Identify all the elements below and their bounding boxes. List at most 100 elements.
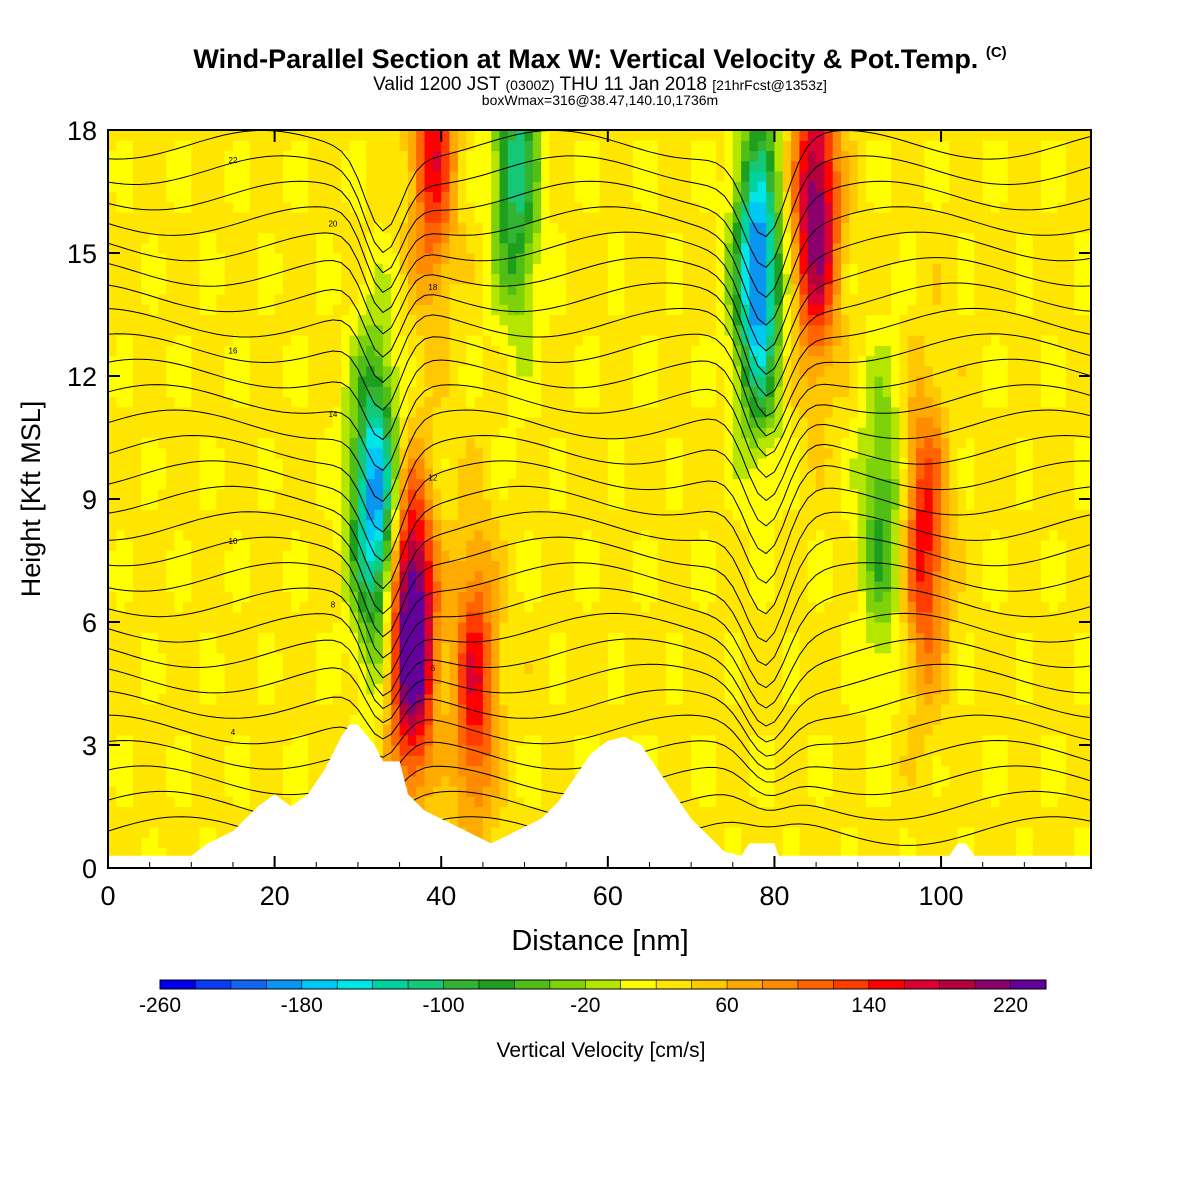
w-cell: [482, 447, 492, 459]
w-cell: [516, 437, 526, 449]
w-cell: [299, 386, 309, 398]
w-cell: [182, 304, 192, 316]
w-cell: [482, 396, 492, 408]
w-cell: [141, 406, 151, 418]
w-cell: [557, 335, 567, 346]
w-cell: [399, 611, 409, 623]
w-cell: [566, 591, 576, 603]
w-cell: [399, 755, 409, 767]
w-cell: [274, 294, 284, 305]
w-cell: [499, 396, 509, 408]
w-cell: [474, 570, 484, 582]
w-cell: [232, 499, 242, 510]
w-cell: [532, 181, 542, 193]
w-cell: [541, 437, 551, 449]
w-cell: [141, 283, 151, 295]
w-cell: [349, 335, 359, 346]
w-cell: [441, 222, 451, 234]
w-cell: [291, 540, 301, 551]
w-cell: [216, 468, 226, 480]
w-cell: [207, 827, 217, 838]
w-cell: [582, 488, 592, 500]
w-cell: [524, 263, 534, 275]
w-cell: [116, 201, 126, 213]
w-cell: [441, 632, 451, 644]
w-cell: [641, 519, 651, 531]
w-cell: [224, 294, 234, 305]
w-cell: [624, 417, 634, 428]
w-cell: [499, 355, 509, 367]
w-cell: [374, 693, 384, 705]
w-cell: [499, 704, 509, 715]
w-cell: [174, 160, 184, 172]
w-cell: [432, 745, 442, 756]
w-cell: [466, 242, 476, 254]
w-cell: [357, 304, 367, 316]
w-cell: [432, 652, 442, 664]
w-cell: [532, 324, 542, 336]
w-cell: [149, 304, 159, 316]
w-cell: [191, 683, 201, 695]
w-cell: [674, 130, 684, 141]
w-cell: [174, 396, 184, 408]
w-cell: [624, 509, 634, 521]
w-cell: [666, 171, 676, 182]
w-cell: [566, 519, 576, 531]
w-cell: [441, 642, 451, 654]
w-cell: [424, 314, 434, 326]
w-cell: [141, 488, 151, 500]
w-cell: [507, 365, 517, 377]
w-cell: [332, 253, 342, 264]
w-cell: [607, 273, 617, 285]
w-cell: [149, 365, 159, 377]
w-cell: [166, 396, 176, 408]
w-cell: [291, 314, 301, 326]
w-cell: [257, 212, 267, 223]
w-cell: [116, 570, 126, 582]
w-cell: [607, 663, 617, 674]
w-cell: [224, 396, 234, 408]
w-cell: [291, 304, 301, 316]
w-cell: [149, 693, 159, 705]
w-cell: [632, 663, 642, 674]
w-cell: [257, 683, 267, 695]
w-cell: [474, 529, 484, 541]
w-cell: [474, 734, 484, 746]
w-cell: [349, 458, 359, 469]
w-cell: [341, 488, 351, 500]
w-cell: [491, 693, 501, 705]
valid-time: Valid 1200 JST: [373, 74, 501, 95]
w-cell: [149, 509, 159, 521]
w-cell: [291, 663, 301, 674]
w-cell: [157, 847, 167, 859]
w-cell: [316, 191, 326, 203]
w-cell: [199, 324, 209, 336]
w-cell: [291, 478, 301, 490]
w-cell: [399, 212, 409, 223]
w-cell: [682, 673, 692, 685]
w-cell: [407, 253, 417, 264]
w-cell: [374, 314, 384, 326]
w-cell: [524, 786, 534, 797]
w-cell: [649, 632, 659, 644]
w-cell: [374, 704, 384, 715]
w-cell: [341, 550, 351, 562]
w-cell: [566, 283, 576, 295]
w-cell: [157, 816, 167, 828]
w-cell: [624, 314, 634, 326]
w-cell: [616, 652, 626, 664]
w-cell: [316, 232, 326, 244]
w-cell: [291, 222, 301, 234]
w-cell: [524, 611, 534, 623]
w-cell: [399, 150, 409, 162]
w-cell: [557, 130, 567, 141]
w-cell: [232, 519, 242, 531]
w-cell: [249, 488, 259, 500]
w-cell: [391, 724, 401, 736]
w-cell: [224, 540, 234, 551]
w-cell: [274, 632, 284, 644]
w-cell: [599, 222, 609, 234]
w-cell: [491, 150, 501, 162]
w-cell: [549, 242, 559, 254]
w-cell: [491, 622, 501, 633]
